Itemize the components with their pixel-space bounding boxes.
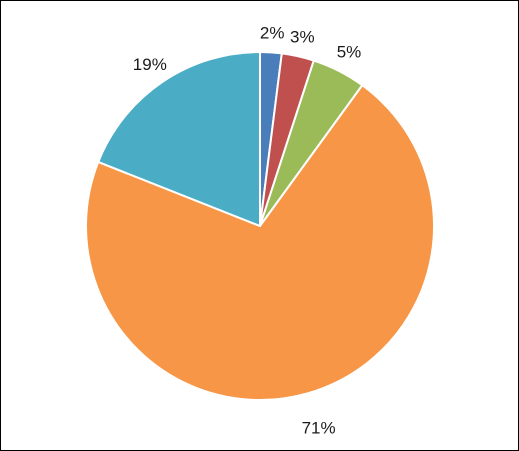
pie-slices bbox=[85, 50, 436, 402]
slice-label-5pct: 5% bbox=[337, 42, 362, 61]
pie-slice-71pct bbox=[85, 84, 436, 402]
slice-label-3pct: 3% bbox=[290, 28, 315, 47]
pie-slice-19pct bbox=[97, 51, 261, 227]
slice-label-2pct: 2% bbox=[260, 23, 285, 42]
slice-label-71pct: 71% bbox=[302, 419, 336, 438]
pie-labels: 2% 3% 5% 71% 19% bbox=[133, 23, 362, 437]
slice-label-19pct: 19% bbox=[133, 55, 167, 74]
